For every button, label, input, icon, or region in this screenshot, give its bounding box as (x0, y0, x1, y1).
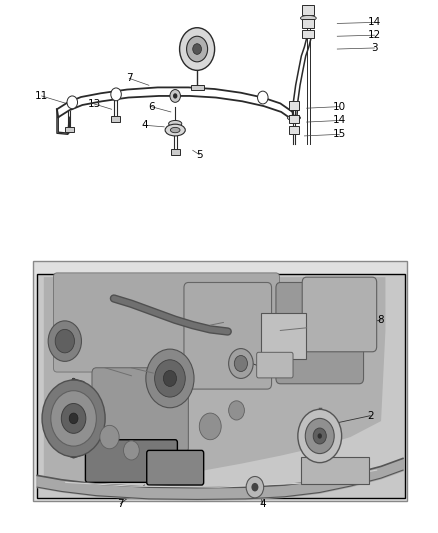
FancyBboxPatch shape (302, 30, 314, 38)
Circle shape (163, 370, 177, 386)
Text: 2: 2 (367, 411, 374, 421)
Circle shape (42, 380, 105, 457)
Circle shape (170, 90, 180, 102)
Text: 6: 6 (148, 102, 155, 111)
FancyBboxPatch shape (85, 440, 177, 482)
Ellipse shape (165, 124, 185, 136)
Text: 15: 15 (333, 130, 346, 139)
Circle shape (51, 391, 96, 446)
Circle shape (48, 321, 81, 361)
FancyBboxPatch shape (53, 273, 279, 372)
Circle shape (67, 96, 78, 109)
Circle shape (258, 91, 268, 104)
Text: 3: 3 (371, 43, 378, 53)
FancyBboxPatch shape (33, 261, 407, 501)
FancyBboxPatch shape (302, 277, 377, 352)
Circle shape (146, 349, 194, 408)
FancyBboxPatch shape (65, 127, 74, 132)
Circle shape (251, 483, 258, 491)
Circle shape (229, 349, 253, 378)
Circle shape (187, 36, 208, 62)
Circle shape (298, 409, 342, 463)
FancyBboxPatch shape (171, 149, 180, 155)
FancyBboxPatch shape (257, 352, 293, 378)
Polygon shape (44, 277, 385, 482)
Text: 13: 13 (88, 99, 101, 109)
Ellipse shape (170, 127, 180, 133)
Text: 7: 7 (126, 74, 133, 83)
Circle shape (180, 28, 215, 70)
Circle shape (100, 425, 119, 449)
Text: 14: 14 (368, 18, 381, 27)
FancyBboxPatch shape (184, 282, 272, 389)
Ellipse shape (287, 115, 300, 120)
FancyBboxPatch shape (111, 116, 120, 122)
Ellipse shape (300, 15, 316, 21)
Circle shape (173, 93, 177, 99)
Ellipse shape (169, 120, 182, 127)
FancyBboxPatch shape (261, 313, 306, 359)
FancyBboxPatch shape (301, 457, 369, 484)
Text: 16: 16 (256, 363, 269, 373)
Circle shape (193, 44, 201, 54)
Text: 10: 10 (333, 102, 346, 111)
FancyBboxPatch shape (289, 115, 299, 123)
Text: 5: 5 (196, 150, 203, 159)
Text: 4: 4 (141, 120, 148, 130)
Text: 8: 8 (378, 315, 385, 325)
FancyBboxPatch shape (147, 450, 204, 485)
Circle shape (111, 88, 121, 101)
Circle shape (234, 356, 247, 372)
FancyBboxPatch shape (302, 5, 314, 15)
Text: 11: 11 (35, 91, 48, 101)
Text: 1: 1 (351, 331, 358, 341)
Circle shape (229, 401, 244, 420)
FancyBboxPatch shape (289, 101, 299, 110)
Circle shape (124, 441, 139, 460)
FancyBboxPatch shape (289, 126, 299, 134)
FancyBboxPatch shape (191, 85, 204, 90)
Circle shape (246, 477, 264, 498)
Circle shape (69, 413, 78, 424)
Text: 14: 14 (333, 116, 346, 125)
FancyBboxPatch shape (302, 19, 314, 28)
Circle shape (305, 418, 334, 454)
Circle shape (199, 413, 221, 440)
Circle shape (155, 360, 185, 397)
FancyBboxPatch shape (37, 274, 405, 498)
Circle shape (55, 329, 74, 353)
Text: 4: 4 (259, 499, 266, 508)
FancyBboxPatch shape (276, 282, 364, 384)
Text: 2: 2 (196, 37, 203, 46)
Text: 7: 7 (117, 499, 124, 508)
FancyBboxPatch shape (92, 368, 188, 453)
Circle shape (61, 403, 86, 433)
Text: 12: 12 (368, 30, 381, 40)
Circle shape (313, 428, 326, 444)
Text: 9: 9 (299, 352, 306, 362)
Circle shape (318, 433, 322, 439)
